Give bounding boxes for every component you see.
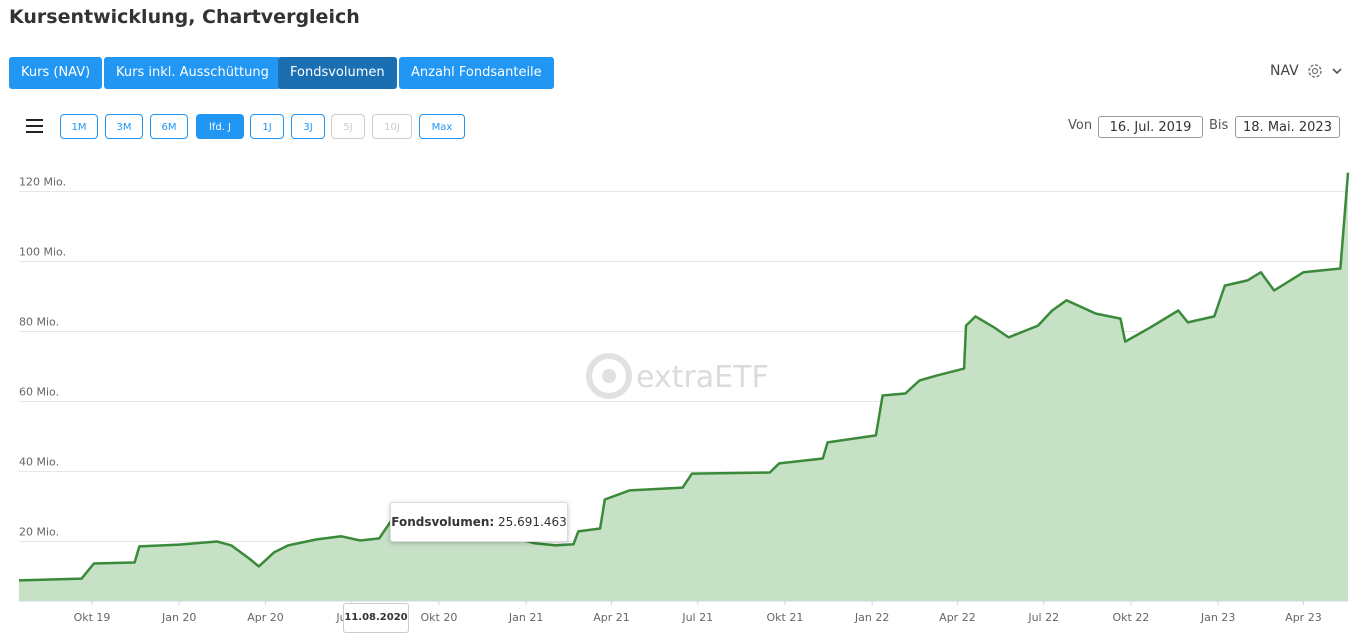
plot: 20 Mio. 40 Mio. 60 Mio. 80 Mio. 100 Mio. 120 …: [18, 172, 1350, 624]
menu-bar: [26, 125, 43, 127]
chevron: [1332, 68, 1342, 75]
x-tick-label: Apr 22: [939, 611, 976, 624]
tooltip-value: 25.691.463: [498, 515, 567, 529]
selector[interactable]: NAV: [1270, 63, 1299, 79]
y-tick-label: 120 Mio.: [19, 176, 66, 189]
from-label: Von: [1068, 118, 1093, 133]
x-tick-label: Okt 19: [74, 611, 111, 624]
menu-icon[interactable]: [26, 118, 44, 134]
range-button[interactable]: 1J: [250, 114, 284, 139]
watermark: extraETF: [586, 353, 769, 399]
tab[interactable]: Anzahl Fondsanteile: [399, 57, 554, 89]
y-tick-label: 60 Mio.: [19, 386, 59, 399]
y-tick-label: 100 Mio.: [19, 246, 66, 259]
x-tick-label: Okt 22: [1113, 611, 1150, 624]
watermark-logo: [586, 353, 632, 399]
line: [18, 172, 1350, 582]
x-tick-label: Okt 20: [421, 611, 458, 624]
x-tick-label: Apr 23: [1285, 611, 1322, 624]
tooltip-label: Fondsvolumen:: [391, 515, 495, 529]
to-date[interactable]: 18. Mai. 2023: [1235, 116, 1340, 138]
x-tick-label: Jan 20: [161, 611, 196, 624]
title: Kursentwicklung, Chartvergleich: [9, 6, 360, 28]
menu-bar: [26, 131, 43, 133]
y-tick-label: 20 Mio.: [19, 526, 59, 539]
range-button[interactable]: 6M: [150, 114, 188, 139]
x-tick-label: Jul 22: [1027, 611, 1059, 624]
gear-icon: [1308, 64, 1322, 78]
watermark-logo-dot: [602, 369, 616, 383]
tab[interactable]: Kurs (NAV): [9, 57, 103, 89]
x-tick-label: Jan 21: [508, 611, 543, 624]
selector-icons[interactable]: [1304, 61, 1344, 81]
y-tick-label: 40 Mio.: [19, 456, 59, 469]
tooltip-date: 11.08.2020: [343, 603, 409, 633]
x-tick-label: Apr 20: [247, 611, 284, 624]
area: [19, 172, 1348, 601]
tab[interactable]: Kurs inkl. Ausschüttung: [104, 57, 281, 89]
tooltip: Fondsvolumen: 25.691.463: [390, 502, 568, 542]
gear-icon-center: [1311, 67, 1319, 75]
range-button-disabled: 5J: [331, 114, 365, 139]
x-tick-label: Apr 21: [593, 611, 630, 624]
x-tick-label: Jan 23: [1200, 611, 1235, 624]
watermark-text: extraETF: [636, 360, 769, 395]
range-button[interactable]: 1M: [60, 114, 98, 139]
y-tick-label: 80 Mio.: [19, 316, 59, 329]
range-button[interactable]: 3M: [105, 114, 143, 139]
x-tick-label: Jan 22: [854, 611, 889, 624]
tab-active[interactable]: Fondsvolumen: [278, 57, 397, 89]
x-tick-label: Jul 21: [681, 611, 713, 624]
to-label: Bis: [1209, 118, 1229, 133]
menu-bar: [26, 119, 43, 121]
range-button-disabled: 10J: [372, 114, 412, 139]
x-tick-label: Okt 21: [767, 611, 804, 624]
from-date[interactable]: 16. Jul. 2019: [1098, 116, 1203, 138]
range-button[interactable]: Max: [419, 114, 465, 139]
range-button-active[interactable]: lfd. J: [196, 114, 244, 139]
range-button[interactable]: 3J: [291, 114, 325, 139]
